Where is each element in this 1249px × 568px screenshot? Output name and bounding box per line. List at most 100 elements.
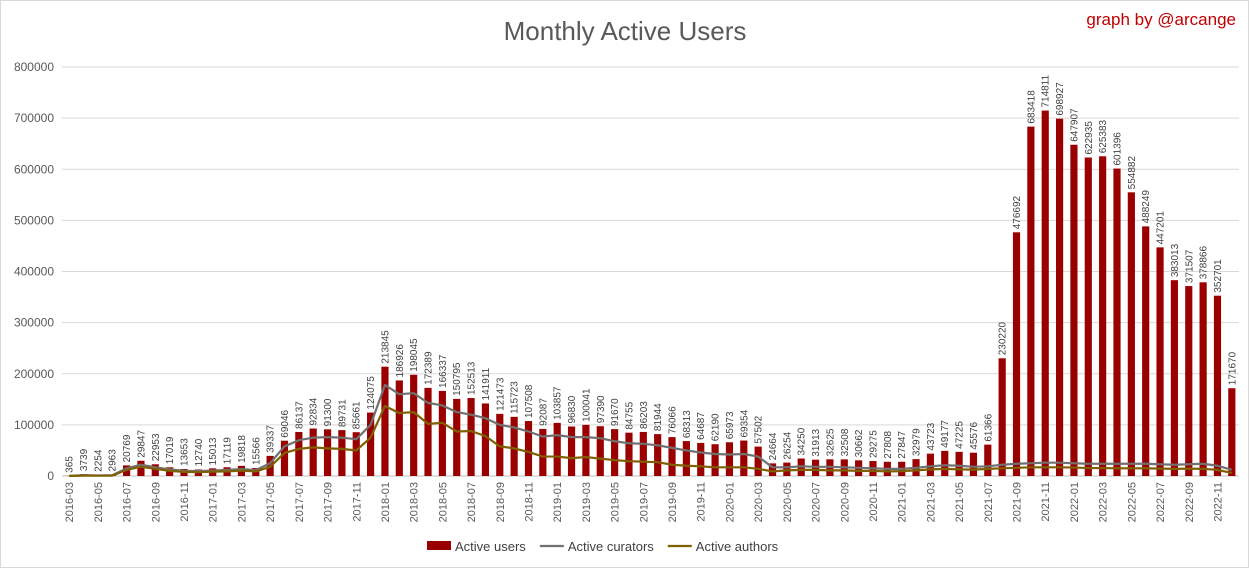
bar bbox=[625, 432, 633, 476]
bar-data-label: 22953 bbox=[151, 433, 162, 461]
bar-data-label: 601396 bbox=[1112, 132, 1123, 166]
bar bbox=[510, 416, 518, 476]
x-tick-label: 2019-07 bbox=[638, 482, 650, 522]
series-line bbox=[69, 383, 1233, 477]
bar-data-label: 352701 bbox=[1213, 259, 1224, 293]
bar bbox=[984, 444, 992, 476]
bar-data-label: 96830 bbox=[567, 395, 578, 423]
bar-data-label: 45576 bbox=[969, 421, 980, 449]
x-tick-label: 2021-03 bbox=[925, 482, 937, 522]
bar-data-label: 12740 bbox=[194, 438, 205, 466]
bar-data-label: 17019 bbox=[165, 436, 176, 464]
chart-credit: graph by @arcange bbox=[1086, 10, 1236, 29]
x-tick-label: 2018-09 bbox=[495, 482, 507, 522]
bar-data-label: 26254 bbox=[782, 431, 793, 459]
bar-data-label: 97390 bbox=[596, 395, 607, 423]
y-tick-label: 800000 bbox=[14, 60, 54, 74]
bar-data-label: 20769 bbox=[122, 434, 133, 462]
bar-data-label: 27847 bbox=[897, 431, 908, 459]
x-tick-label: 2021-07 bbox=[983, 482, 995, 522]
bar-data-label: 3739 bbox=[79, 448, 90, 471]
bar-data-label: 15013 bbox=[208, 437, 219, 465]
bar bbox=[969, 452, 978, 476]
series-line bbox=[69, 404, 1233, 478]
bar-data-label: 103857 bbox=[553, 386, 564, 420]
bar bbox=[1170, 280, 1178, 476]
bar-data-label: 69046 bbox=[280, 409, 291, 437]
bar-data-label: 2963 bbox=[108, 449, 119, 472]
bar bbox=[768, 463, 777, 476]
bar-data-label: 68313 bbox=[682, 410, 693, 438]
bar bbox=[582, 424, 590, 476]
bar bbox=[309, 428, 317, 476]
x-tick-label: 2018-01 bbox=[380, 482, 392, 522]
bar-data-label: 86203 bbox=[639, 401, 650, 429]
bar-data-label: 31913 bbox=[811, 428, 822, 456]
line-series bbox=[69, 383, 1233, 478]
y-tick-label: 300000 bbox=[14, 316, 54, 330]
bar-data-label: 29275 bbox=[868, 430, 879, 458]
bar-data-label: 85661 bbox=[352, 401, 363, 429]
bar-data-label: 554882 bbox=[1127, 156, 1138, 190]
y-tick-label: 700000 bbox=[14, 111, 54, 125]
x-tick-label: 2019-05 bbox=[610, 482, 622, 522]
legend-swatch bbox=[427, 541, 451, 550]
x-tick-label: 2019-09 bbox=[667, 482, 679, 522]
bar-data-label: 32508 bbox=[840, 428, 851, 456]
x-tick-label: 2022-09 bbox=[1184, 482, 1196, 522]
x-tick-label: 2021-05 bbox=[954, 482, 966, 522]
y-tick-label: 400000 bbox=[14, 265, 54, 279]
x-tick-label: 2017-07 bbox=[294, 482, 306, 522]
bar-data-label: 81944 bbox=[653, 403, 664, 431]
bar-data-label: 152513 bbox=[467, 361, 478, 395]
bar bbox=[1113, 168, 1121, 476]
bar bbox=[955, 451, 963, 476]
x-tick-label: 2018-03 bbox=[409, 482, 421, 522]
x-tick-label: 2022-03 bbox=[1098, 482, 1110, 522]
bar-data-label: 17119 bbox=[223, 437, 234, 465]
bar-data-label: 230220 bbox=[998, 321, 1009, 355]
bar-data-label: 488249 bbox=[1141, 190, 1152, 224]
bar bbox=[438, 390, 446, 476]
bar-data-label: 447201 bbox=[1156, 211, 1167, 245]
bar-data-label: 30662 bbox=[854, 429, 865, 457]
bar bbox=[639, 431, 647, 476]
bar bbox=[481, 403, 490, 476]
bar bbox=[711, 444, 719, 476]
bar-data-label: 124075 bbox=[366, 376, 377, 410]
bar bbox=[596, 426, 604, 476]
bar bbox=[539, 428, 547, 476]
y-tick-label: 100000 bbox=[14, 418, 54, 432]
bar-data-label: 378866 bbox=[1199, 245, 1210, 279]
bar-data-label: 89731 bbox=[337, 399, 348, 427]
bar-data-label: 65973 bbox=[725, 411, 736, 439]
x-tick-label: 2022-07 bbox=[1155, 482, 1167, 522]
bar-data-label: 15566 bbox=[251, 437, 262, 465]
bar-data-label: 84755 bbox=[624, 401, 635, 429]
bar bbox=[1199, 282, 1207, 476]
bar-data-label: 213845 bbox=[380, 330, 391, 364]
bar-data-label: 34250 bbox=[797, 427, 808, 455]
x-tick-label: 2016-09 bbox=[150, 482, 162, 522]
bar bbox=[1142, 226, 1150, 476]
x-tick-label: 2020-07 bbox=[811, 482, 823, 522]
bar-data-label: 166337 bbox=[438, 354, 449, 388]
bar bbox=[524, 421, 533, 476]
bar bbox=[367, 412, 375, 476]
bar bbox=[1156, 247, 1164, 476]
bar-data-label: 121473 bbox=[495, 377, 506, 411]
bar-data-label: 365 bbox=[65, 456, 76, 473]
legend-label: Active authors bbox=[696, 539, 779, 554]
bar-data-label: 150795 bbox=[452, 362, 463, 396]
bar bbox=[1012, 232, 1021, 476]
bar-data-label: 371507 bbox=[1184, 249, 1195, 283]
x-tick-label: 2021-11 bbox=[1040, 482, 1052, 522]
bar-data-label: 625383 bbox=[1098, 119, 1109, 153]
bar-data-label: 13653 bbox=[180, 438, 191, 466]
bar-data-label: 61366 bbox=[983, 413, 994, 441]
bar-data-label: 383013 bbox=[1170, 243, 1181, 277]
bar bbox=[725, 442, 734, 476]
bar bbox=[323, 429, 332, 476]
x-tick-label: 2018-11 bbox=[523, 482, 535, 522]
bar bbox=[280, 440, 289, 476]
